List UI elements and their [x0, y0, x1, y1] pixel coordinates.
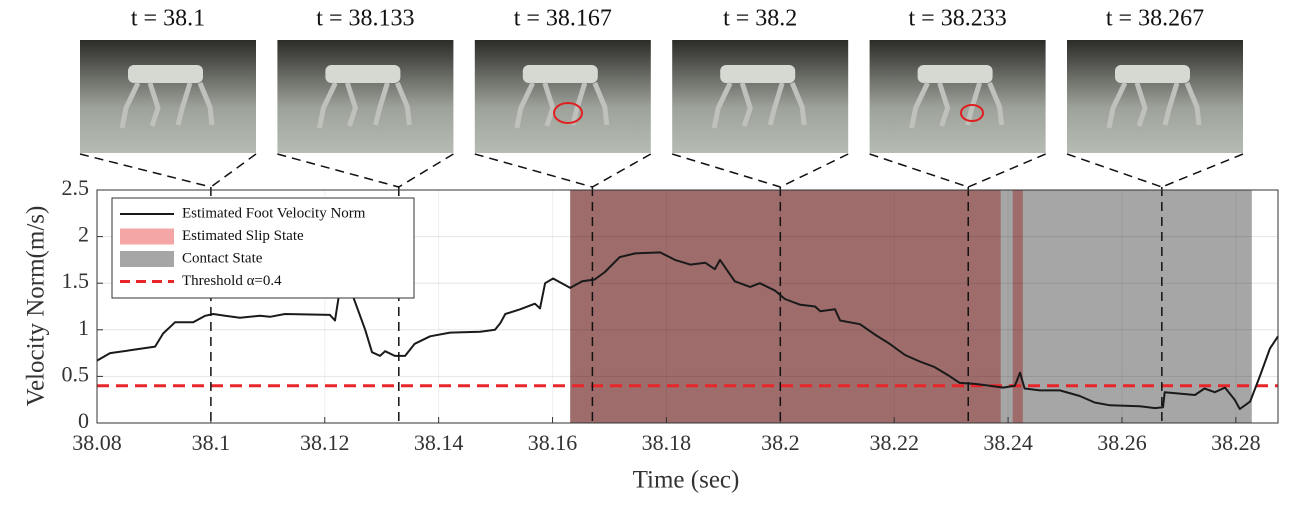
region — [570, 190, 1001, 423]
slip-marker — [960, 104, 984, 122]
x-tick-label: 38.24 — [983, 430, 1033, 455]
robot-legs — [909, 81, 1005, 129]
robot-body — [325, 65, 401, 83]
frame-connector — [592, 153, 652, 188]
frame-connector — [869, 153, 969, 188]
frame-connector — [1066, 153, 1163, 188]
region — [1012, 190, 1023, 423]
robot-body — [128, 65, 203, 83]
x-tick-label: 38.28 — [1211, 430, 1261, 455]
x-tick-label: 38.08 — [72, 430, 122, 455]
frame-label: t = 38.267 — [1106, 6, 1204, 32]
frame-photo — [474, 40, 651, 153]
x-tick-label: 38.2 — [761, 430, 800, 455]
x-tick-label: 38.18 — [642, 430, 692, 455]
y-axis-title: Velocity Norm(m/s) — [23, 206, 50, 407]
legend-label: Contact State — [182, 250, 263, 266]
x-axis-title: Time (sec) — [633, 467, 740, 494]
frame-label: t = 38.167 — [514, 6, 612, 32]
frame-photo — [869, 40, 1046, 153]
axes-box — [96, 189, 1279, 424]
frame-label: t = 38.133 — [316, 6, 414, 32]
frame-photo — [672, 40, 849, 153]
y-tick-label: 1.5 — [62, 268, 90, 293]
frame-connector — [79, 153, 212, 188]
frame-photo — [277, 40, 454, 153]
y-tick-label: 0.5 — [62, 361, 90, 386]
x-tick-label: 38.26 — [1097, 430, 1147, 455]
velocity-line — [96, 251, 1279, 410]
slip-marker — [553, 102, 583, 124]
robot-body — [917, 65, 993, 83]
frame-connector — [474, 153, 593, 188]
frame-label: t = 38.233 — [908, 6, 1006, 32]
legend-label: Threshold α=0.4 — [182, 273, 282, 289]
frame-connector — [967, 153, 1046, 188]
robot-legs — [1106, 81, 1202, 129]
y-tick-label: 1 — [78, 315, 89, 340]
x-tick-label: 38.14 — [414, 430, 464, 455]
robot-body — [720, 65, 796, 83]
x-tick-label: 38.22 — [869, 430, 919, 455]
frame-connector — [210, 153, 257, 188]
frame-label: t = 38.2 — [723, 6, 797, 32]
robot-legs — [514, 81, 610, 129]
x-tick-label: 38.1 — [192, 430, 231, 455]
robot-legs — [119, 81, 215, 129]
frame-connector — [277, 153, 399, 188]
frame-connector — [398, 153, 454, 188]
robot-body — [522, 65, 598, 83]
y-tick-label: 2.5 — [62, 175, 90, 200]
robot-body — [1115, 65, 1190, 83]
y-tick-label: 2 — [78, 222, 89, 247]
x-tick-label: 38.16 — [528, 430, 578, 455]
frame-photo — [1067, 40, 1243, 153]
frame-connector — [779, 153, 849, 188]
frame-connector — [671, 153, 781, 188]
robot-legs — [711, 81, 807, 129]
frame-label: t = 38.1 — [131, 6, 205, 32]
legend-patch — [120, 228, 174, 245]
frame-connector — [1161, 153, 1244, 188]
frame-photo — [80, 40, 256, 153]
y-tick-label: 0 — [78, 408, 89, 433]
x-tick-label: 38.12 — [300, 430, 350, 455]
robot-legs — [316, 81, 412, 129]
legend-label: Estimated Foot Velocity Norm — [182, 205, 366, 221]
legend-label: Estimated Slip State — [182, 228, 304, 244]
legend-patch — [120, 251, 174, 267]
